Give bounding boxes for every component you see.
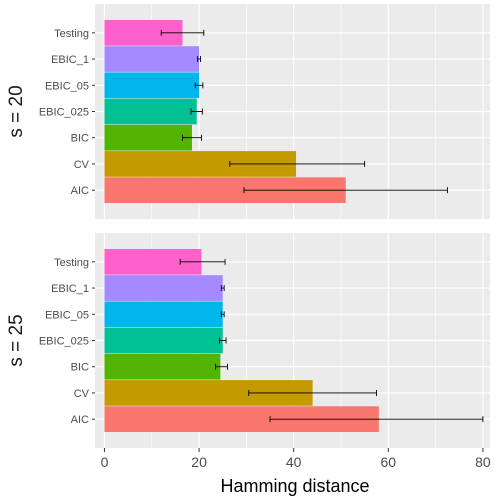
- y-tick-label: AIC: [71, 185, 89, 197]
- y-tick-label: EBIC_025: [39, 107, 89, 119]
- x-axis-title: Hamming distance: [220, 476, 369, 496]
- facet-label: s = 20: [6, 85, 27, 137]
- bar-bic: [104, 353, 221, 380]
- facet-panels: Testing EBIC_1 EBIC_05 EBIC_025 BIC CV AIC s = …: [6, 4, 490, 448]
- y-tick-label: Testing: [54, 28, 89, 40]
- x-tick-label: 60: [381, 454, 397, 470]
- y-tick-label: Testing: [54, 257, 89, 269]
- y-tick-label: EBIC_1: [51, 283, 89, 295]
- y-tick-label: EBIC_05: [45, 309, 89, 321]
- y-tick-label: EBIC_025: [39, 336, 89, 348]
- bar-ebic_05: [104, 72, 200, 99]
- facet-panel: Testing EBIC_1 EBIC_05 EBIC_025 BIC CV AIC s = …: [6, 4, 490, 219]
- x-tick-label: 0: [101, 454, 109, 470]
- facet-label: s = 25: [6, 314, 27, 366]
- facet-panel: Testing EBIC_1 EBIC_05 EBIC_025 BIC CV AIC s = …: [6, 233, 490, 448]
- y-tick-label: EBIC_1: [51, 54, 89, 66]
- bar-ebic_025: [104, 98, 197, 125]
- x-tick-label: 20: [191, 454, 207, 470]
- bar-ebic_1: [104, 46, 200, 72]
- x-axis: 0 20 40 60 80: [101, 448, 491, 470]
- y-tick-label: AIC: [71, 414, 89, 426]
- bar-bic: [104, 124, 192, 151]
- y-tick-label: BIC: [71, 362, 89, 374]
- y-tick-label: EBIC_05: [45, 80, 89, 92]
- x-tick-label: 40: [286, 454, 302, 470]
- y-tick-label: CV: [74, 388, 90, 400]
- bar-ebic_05: [104, 301, 223, 328]
- bar-ebic_1: [104, 275, 223, 301]
- y-tick-label: BIC: [71, 133, 89, 145]
- y-tick-label: CV: [74, 159, 90, 171]
- x-tick-label: 80: [475, 454, 491, 470]
- bar-ebic_025: [104, 327, 223, 354]
